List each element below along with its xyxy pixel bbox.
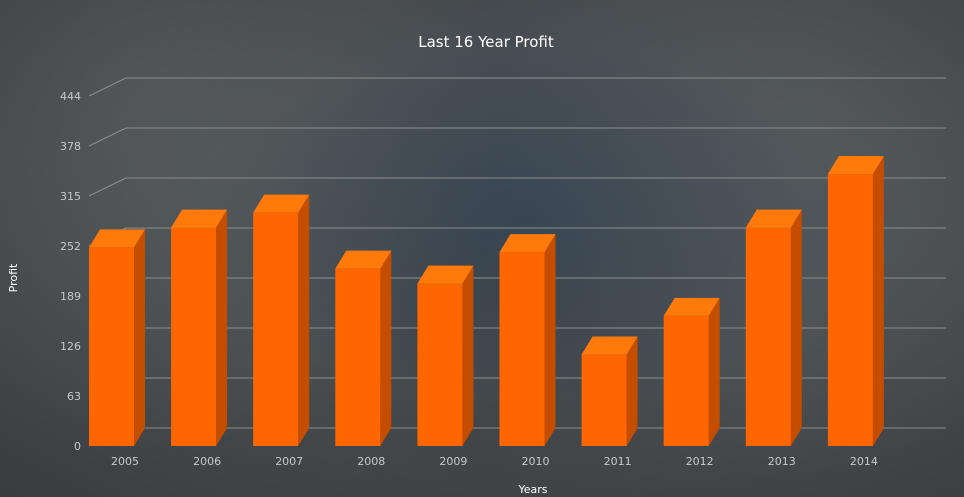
bar-front [171,227,217,446]
bar-2005 [89,229,145,446]
bar-side [626,336,638,446]
x-tick-label: 2005 [111,455,139,468]
y-tick-layer: 0 63 126 189 252 315 378 444 [60,90,81,453]
y-tick-label: 0 [74,440,81,453]
y-tick-label: 189 [60,290,81,303]
bar-side [708,297,720,446]
y-tick-label: 126 [60,340,81,353]
bar-top [253,194,310,213]
x-tick-label: 2013 [768,455,796,468]
bar-front [335,268,381,446]
x-axis-label: Years [517,483,547,496]
x-tick-label: 2009 [439,455,467,468]
grid-depth-line [88,127,127,147]
y-tick-label: 63 [67,390,81,403]
bar-2006 [171,209,228,446]
bar-side [872,156,884,447]
bar-2007 [253,194,310,446]
x-tick-label: 2014 [850,455,878,468]
x-tick-layer: 2005 2006 2007 2008 2009 2010 2011 2012 2013 2014 [111,455,878,468]
bar-front [253,212,299,446]
x-tick-label: 2010 [522,455,550,468]
bar-layer [89,156,884,447]
y-tick-label: 378 [60,140,81,153]
bar-top [827,156,884,175]
bar-top [745,209,802,228]
y-tick-label: 315 [60,190,81,203]
bar-front [745,227,791,446]
bar-2010 [499,234,556,446]
bar-2012 [663,297,720,446]
bar-front [417,283,463,446]
bar-front [499,252,545,446]
y-tick-label: 252 [60,240,81,253]
x-tick-label: 2008 [357,455,385,468]
bar-front [663,315,709,446]
bar-top [499,234,556,253]
bar-side [790,209,802,446]
bar-side [462,265,474,446]
bar-top [171,209,228,228]
bar-front [89,247,134,446]
x-tick-label: 2006 [193,455,221,468]
bar-top [581,336,638,355]
bar-front [827,174,873,447]
bar-front [581,354,627,446]
bar-top [417,265,474,284]
bar-2009 [417,265,474,446]
bar-top [89,229,145,248]
bar-side [544,234,556,446]
x-tick-label: 2012 [686,455,714,468]
grid-depth-line [88,77,127,97]
bar-side [134,229,145,446]
x-tick-label: 2007 [275,455,303,468]
bar-top [335,250,392,269]
bar-2014 [827,156,884,447]
y-axis-label: Profit [7,263,20,292]
y-tick-label: 444 [60,90,81,103]
bar-side [380,250,392,446]
bar-top [663,297,720,316]
chart-title: Last 16 Year Profit [418,33,554,51]
x-tick-label: 2011 [604,455,632,468]
grid-depth-line [88,177,127,197]
bar-2011 [581,336,638,446]
bar-side [216,209,228,446]
bar-2008 [335,250,392,446]
bar-side [298,194,310,446]
bar-2013 [745,209,802,446]
